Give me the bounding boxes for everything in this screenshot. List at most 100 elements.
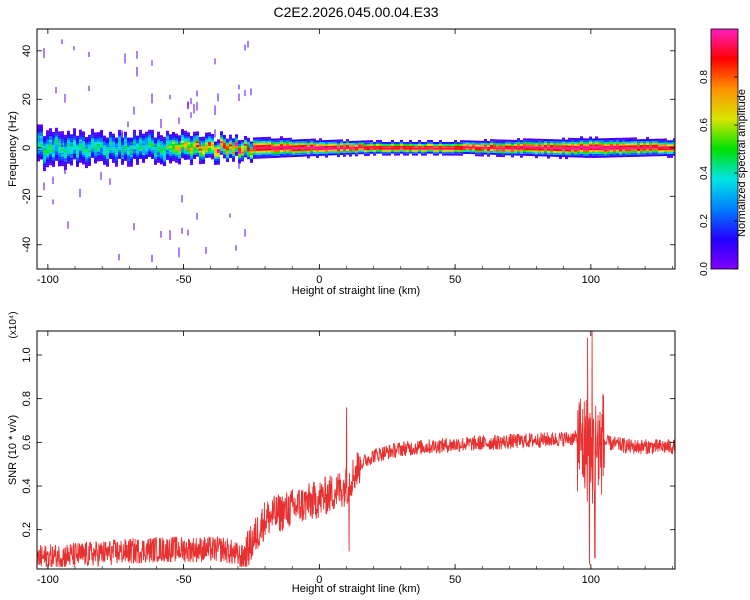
spectrogram-cell <box>535 148 538 151</box>
spectrogram-cell <box>274 142 277 145</box>
spectrogram-cell <box>541 140 544 143</box>
spectrogram-cell <box>157 143 160 146</box>
spectrogram-cell <box>175 141 178 144</box>
spectrogram-speckle <box>61 137 63 148</box>
spectrogram-speckle <box>199 141 201 147</box>
spectrogram-cell <box>580 136 583 139</box>
spectrogram-cell <box>520 149 523 152</box>
spectrogram-cell <box>349 154 352 157</box>
spectrogram-cell <box>493 141 496 144</box>
spectrogram-cell <box>340 152 343 155</box>
spectrogram-cell <box>583 149 586 152</box>
spectrogram-cell <box>349 146 352 149</box>
spectrogram-cell <box>247 141 250 144</box>
spectrogram-cell <box>154 160 157 163</box>
spectrogram-cell <box>619 151 622 154</box>
spectrogram-cell <box>190 159 193 162</box>
spectrogram-cell <box>172 139 175 142</box>
spectrogram-cell <box>235 147 238 150</box>
spectrogram-cell <box>43 155 46 158</box>
spectrogram-cell <box>643 152 646 155</box>
spectrogram-cell <box>490 145 493 148</box>
spectrogram-cell <box>49 139 52 142</box>
spectrogram-cell <box>271 152 274 155</box>
spectrogram-cell <box>280 138 283 141</box>
spectrogram-cell <box>568 153 571 156</box>
spectrogram-cell <box>187 153 190 156</box>
spectrogram-cell <box>130 156 133 159</box>
spectrogram-cell <box>40 157 43 160</box>
spectrogram-cell <box>634 147 637 150</box>
spectrogram-cell <box>79 156 82 159</box>
spectrogram-cell <box>79 131 82 134</box>
spectrogram-speckle <box>196 102 198 111</box>
spectrogram-cell <box>589 138 592 141</box>
spectrogram-cell <box>256 145 259 148</box>
spectrogram-cell <box>568 137 571 140</box>
spectrogram-cell <box>160 139 163 142</box>
spectrogram-cell <box>319 140 322 143</box>
spectrogram-cell <box>49 155 52 158</box>
spectrogram-cell <box>550 144 553 147</box>
spectrogram-cell <box>160 156 163 159</box>
spectrogram-cell <box>187 138 190 141</box>
spectrogram-cell <box>442 151 445 154</box>
spectrogram-speckle <box>136 67 138 77</box>
spectrogram-cell <box>70 151 73 154</box>
spectrogram-cell <box>538 152 541 155</box>
spectrogram-cell <box>310 144 313 147</box>
spectrogram-cell <box>82 135 85 138</box>
spectrogram-cell <box>130 151 133 154</box>
colorbar-tick-label: 0.4 <box>699 166 710 180</box>
spectrogram-speckle <box>196 90 198 97</box>
spectrogram-cell <box>193 133 196 136</box>
spectrogram-cell <box>319 151 322 154</box>
spectrogram-cell <box>364 148 367 151</box>
spectrogram-cell <box>403 145 406 148</box>
spectrogram-cell <box>466 150 469 153</box>
spectrogram-cell <box>475 146 478 149</box>
spectrogram-cell <box>118 147 121 150</box>
spectrogram-cell <box>193 153 196 156</box>
spectrogram-cell <box>229 140 232 143</box>
spectrogram-speckle <box>52 135 54 146</box>
spectrogram-cell <box>580 147 583 150</box>
spectrogram-speckle <box>64 168 66 174</box>
spectrogram-cell <box>58 145 61 148</box>
spectrogram-cell <box>67 146 70 149</box>
spectrogram-cell <box>553 154 556 157</box>
spectrogram-cell <box>511 155 514 158</box>
spectrogram-cell <box>403 143 406 146</box>
spectrogram-cell <box>613 147 616 150</box>
spectrogram-cell <box>46 134 49 137</box>
spectrogram-cell <box>565 149 568 152</box>
spectrogram-cell <box>610 138 613 141</box>
spectrogram-cell <box>472 148 475 151</box>
spectrogram-cell <box>214 143 217 146</box>
spectrogram-cell <box>136 160 139 163</box>
spectrogram-cell <box>91 136 94 139</box>
spectrogram-cell <box>586 138 589 141</box>
spectrogram-cell <box>73 141 76 144</box>
spectrogram-cell <box>565 141 568 144</box>
spectrogram-cell <box>451 153 454 156</box>
spectrogram-cell <box>439 151 442 154</box>
spectrogram-cell <box>460 147 463 150</box>
spectrogram-cell <box>274 148 277 151</box>
spectrogram-cell <box>238 143 241 146</box>
spectrogram-cell <box>118 149 121 152</box>
spectrogram-speckle <box>61 39 63 45</box>
spectrogram-cell <box>424 143 427 146</box>
spectrogram-cell <box>577 147 580 150</box>
spectrogram-cell <box>46 141 49 144</box>
spectrogram-cell <box>145 147 148 150</box>
spectrogram-cell <box>562 145 565 148</box>
spectrogram-cell <box>556 154 559 157</box>
spectrogram-cell <box>115 149 118 152</box>
spectrogram-cell <box>232 152 235 155</box>
spectrogram-cell <box>442 141 445 144</box>
spectrogram-cell <box>406 153 409 156</box>
spectrogram-cell <box>367 153 370 156</box>
spectrogram-cell <box>268 148 271 151</box>
spectrogram-cell <box>301 152 304 155</box>
